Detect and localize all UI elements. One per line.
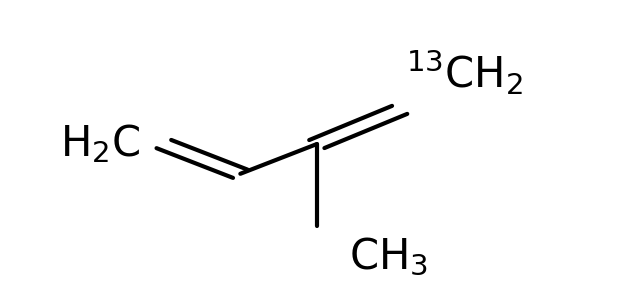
Text: CH$_3$: CH$_3$ — [349, 236, 428, 278]
Text: H$_2$C: H$_2$C — [60, 123, 140, 166]
Text: $^{13}$CH$_2$: $^{13}$CH$_2$ — [406, 48, 523, 98]
